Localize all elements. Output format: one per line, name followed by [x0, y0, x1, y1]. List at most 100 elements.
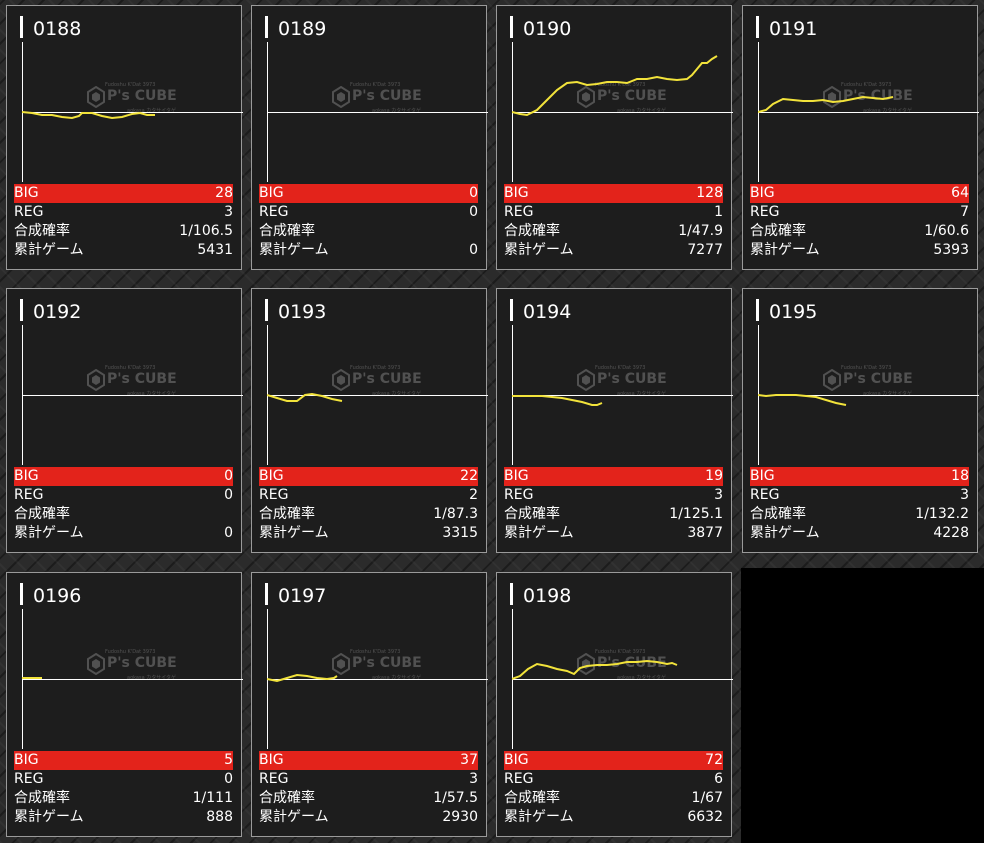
rate-row: 合成確率 1/111 — [14, 789, 233, 808]
big-row: BIG 28 — [14, 184, 233, 203]
watermark-logo-text: P's CUBE — [352, 655, 422, 671]
stats-table: BIG 128 REG 1 合成確率 1/47.9 累計ゲーム 7277 — [504, 184, 723, 260]
watermark-logo-text: P's CUBE — [107, 371, 177, 387]
reg-row: REG 0 — [259, 203, 478, 222]
card-header: 0189 — [265, 16, 465, 40]
trend-graph: Fudoshu K'Dat 3973 P's CUBE aokasa カタサイタゲ — [758, 325, 979, 465]
machine-card[interactable]: 0195 Fudoshu K'Dat 3973 P's CUBE aokasa カタ… — [742, 288, 979, 553]
big-count: 64 — [951, 185, 969, 201]
machine-card[interactable]: 0198 Fudoshu K'Dat 3973 P's CUBE aokasa カタ… — [496, 572, 733, 837]
rate-row: 合成確率 1/57.5 — [259, 789, 478, 808]
machine-card[interactable]: 0191 Fudoshu K'Dat 3973 P's CUBE aokasa カタ… — [742, 5, 979, 270]
rate-value: 1/125.1 — [669, 506, 723, 522]
card-header: 0191 — [756, 16, 956, 40]
machine-number: 0192 — [33, 301, 82, 323]
games-count: 0 — [224, 525, 233, 541]
rate-label: 合成確率 — [504, 223, 560, 239]
watermark-logo: Fudoshu K'Dat 3973 P's CUBE aokasa カタサイタゲ — [332, 82, 442, 126]
watermark-logo-text: P's CUBE — [843, 371, 913, 387]
rate-value: 1/87.3 — [433, 506, 478, 522]
reg-row: REG 2 — [259, 486, 478, 505]
watermark-top-text: Fudoshu K'Dat 3973 — [350, 82, 401, 88]
watermark-logo-text: P's CUBE — [597, 88, 667, 104]
watermark-top-text: Fudoshu K'Dat 3973 — [350, 365, 401, 371]
big-label: BIG — [504, 468, 529, 484]
rate-row: 合成確率 1/125.1 — [504, 505, 723, 524]
games-row: 累計ゲーム 7277 — [504, 241, 723, 260]
watermark-top-text: Fudoshu K'Dat 3973 — [595, 365, 646, 371]
header-accent-bar — [265, 16, 268, 38]
reg-count: 2 — [469, 487, 478, 503]
games-label: 累計ゲーム — [14, 525, 84, 541]
watermark-bottom-text: aokasa カタサイタゲ — [617, 108, 667, 114]
trend-line — [758, 394, 847, 406]
trend-line — [512, 55, 718, 117]
header-accent-bar — [265, 299, 268, 321]
reg-row: REG 6 — [504, 770, 723, 789]
machine-card[interactable]: 0190 Fudoshu K'Dat 3973 P's CUBE aokasa カタ… — [496, 5, 733, 270]
games-label: 累計ゲーム — [259, 242, 329, 258]
rate-row: 合成確率 1/132.2 — [750, 505, 969, 524]
header-accent-bar — [510, 299, 513, 321]
big-label: BIG — [14, 752, 39, 768]
watermark-top-text: Fudoshu K'Dat 3973 — [105, 365, 156, 371]
watermark-bottom-text: aokasa カタサイタゲ — [127, 108, 177, 114]
header-accent-bar — [756, 16, 759, 38]
header-accent-bar — [265, 583, 268, 605]
games-label: 累計ゲーム — [259, 525, 329, 541]
watermark-logo: Fudoshu K'Dat 3973 P's CUBE aokasa カタサイタゲ — [577, 365, 687, 409]
cube-icon — [332, 653, 350, 675]
trend-chart — [512, 42, 733, 182]
machine-card[interactable]: 0192 Fudoshu K'Dat 3973 P's CUBE aokasa カタ… — [6, 288, 243, 553]
trend-line — [267, 673, 338, 683]
header-accent-bar — [20, 16, 23, 38]
machine-card[interactable]: 0197 Fudoshu K'Dat 3973 P's CUBE aokasa カタ… — [251, 572, 488, 837]
big-row: BIG 19 — [504, 467, 723, 486]
machine-number: 0198 — [523, 585, 572, 607]
rate-value: 1/60.6 — [924, 223, 969, 239]
card-header: 0188 — [20, 16, 220, 40]
machine-card[interactable]: 0196 Fudoshu K'Dat 3973 P's CUBE aokasa カタ… — [6, 572, 243, 837]
rate-row: 合成確率 1/67 — [504, 789, 723, 808]
games-count: 7277 — [687, 242, 723, 258]
reg-row: REG 3 — [504, 486, 723, 505]
big-row: BIG 128 — [504, 184, 723, 203]
watermark-top-text: Fudoshu K'Dat 3973 — [595, 649, 646, 655]
reg-count: 7 — [960, 204, 969, 220]
trend-chart — [267, 325, 488, 465]
big-label: BIG — [750, 468, 775, 484]
trend-line — [512, 659, 678, 680]
reg-label: REG — [14, 487, 44, 503]
card-header: 0194 — [510, 299, 710, 323]
big-row: BIG 72 — [504, 751, 723, 770]
machine-card[interactable]: 0189 Fudoshu K'Dat 3973 P's CUBE aokasa カタ… — [251, 5, 488, 270]
watermark-logo: Fudoshu K'Dat 3973 P's CUBE aokasa カタサイタゲ — [332, 365, 442, 409]
reg-count: 6 — [714, 771, 723, 787]
watermark-top-text: Fudoshu K'Dat 3973 — [841, 365, 892, 371]
trend-line — [758, 95, 894, 113]
header-accent-bar — [20, 299, 23, 321]
reg-label: REG — [750, 204, 780, 220]
games-row: 累計ゲーム 0 — [14, 524, 233, 543]
big-count: 18 — [951, 468, 969, 484]
big-label: BIG — [504, 752, 529, 768]
stats-table: BIG 28 REG 3 合成確率 1/106.5 累計ゲーム 5431 — [14, 184, 233, 260]
watermark-top-text: Fudoshu K'Dat 3973 — [350, 649, 401, 655]
big-label: BIG — [259, 752, 284, 768]
reg-row: REG 3 — [750, 486, 969, 505]
big-count: 28 — [215, 185, 233, 201]
machine-card[interactable]: 0188 Fudoshu K'Dat 3973 P's CUBE aokasa カタ… — [6, 5, 243, 270]
machine-card[interactable]: 0194 Fudoshu K'Dat 3973 P's CUBE aokasa カタ… — [496, 288, 733, 553]
machine-card[interactable]: 0193 Fudoshu K'Dat 3973 P's CUBE aokasa カタ… — [251, 288, 488, 553]
big-count: 72 — [705, 752, 723, 768]
watermark-top-text: Fudoshu K'Dat 3973 — [595, 82, 646, 88]
reg-count: 3 — [469, 771, 478, 787]
reg-row: REG 1 — [504, 203, 723, 222]
big-label: BIG — [750, 185, 775, 201]
big-label: BIG — [504, 185, 529, 201]
games-count: 888 — [206, 809, 233, 825]
rate-row: 合成確率 — [14, 505, 233, 524]
reg-count: 3 — [714, 487, 723, 503]
big-count: 19 — [705, 468, 723, 484]
trend-graph: Fudoshu K'Dat 3973 P's CUBE aokasa カタサイタゲ — [758, 42, 979, 182]
